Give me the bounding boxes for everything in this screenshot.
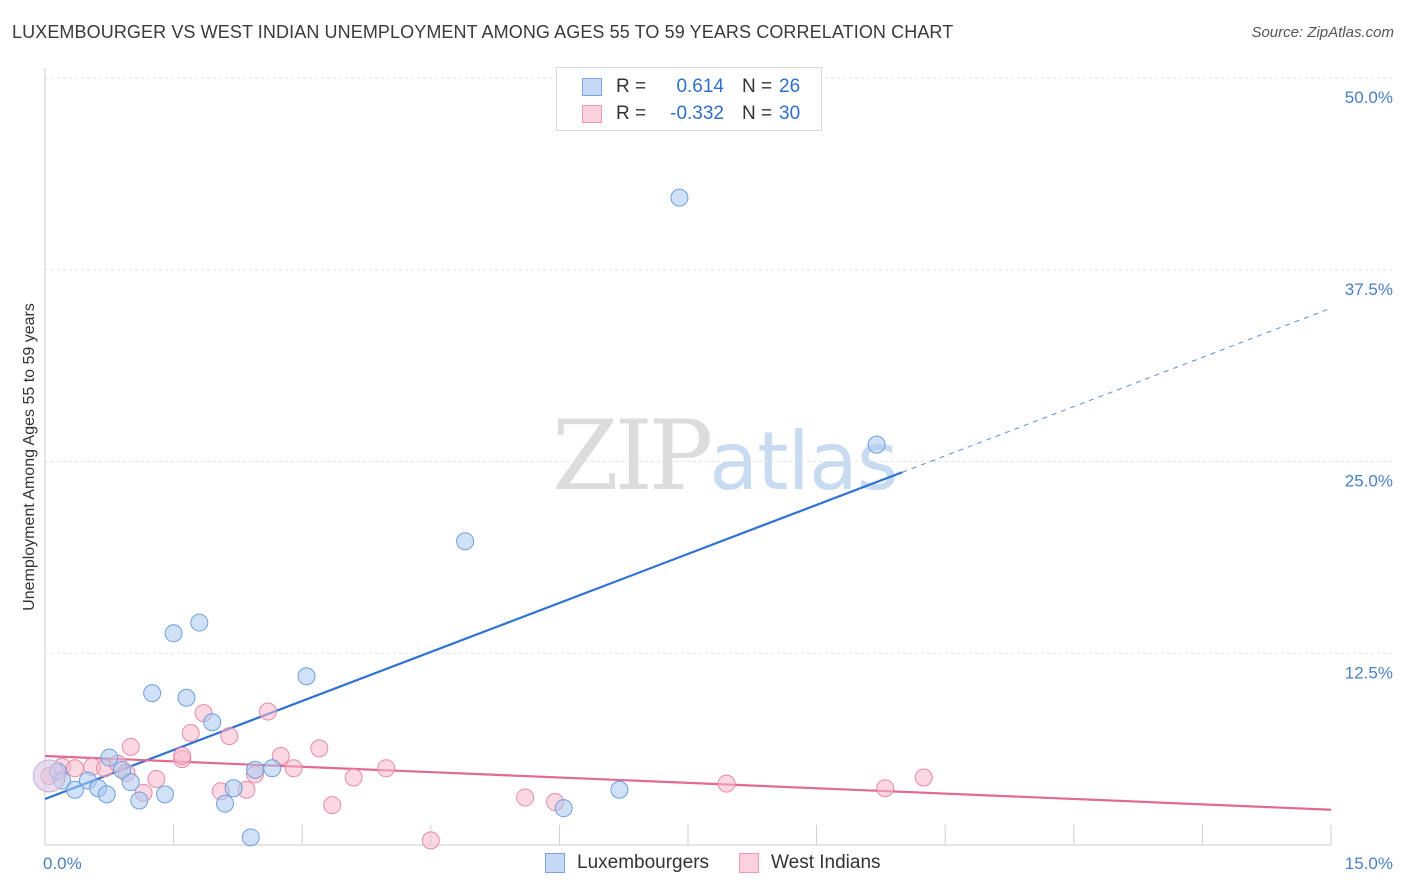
legend-r-value: -0.332 bbox=[670, 103, 724, 124]
legend-n-value: 30 bbox=[779, 103, 801, 124]
point-west-indians bbox=[914, 768, 933, 787]
stats-legend: R = 0.614 N = 26 R = -0.332 N = 30 bbox=[556, 67, 822, 131]
point-luxembourgers bbox=[100, 748, 119, 767]
data-points bbox=[32, 188, 933, 850]
point-luxembourgers bbox=[246, 760, 265, 779]
point-luxembourgers bbox=[241, 828, 260, 847]
watermark: ZIPatlas bbox=[552, 400, 899, 512]
point-luxembourgers bbox=[456, 532, 475, 551]
point-luxembourgers bbox=[156, 785, 175, 804]
point-west-indians bbox=[258, 702, 277, 721]
legend-label-luxembourgers: Luxembourgers bbox=[577, 852, 710, 873]
legend-swatch-pink bbox=[739, 853, 760, 873]
point-west-indians bbox=[344, 768, 363, 787]
point-west-indians bbox=[310, 739, 329, 758]
legend-swatch-blue bbox=[582, 78, 602, 96]
point-west-indians bbox=[147, 770, 166, 789]
point-west-indians bbox=[271, 747, 290, 766]
y-tick-label: 37.5% bbox=[1345, 280, 1393, 299]
legend-n-label: N = bbox=[742, 76, 773, 97]
point-west-indians bbox=[421, 831, 440, 850]
axes bbox=[44, 68, 1332, 846]
point-luxembourgers bbox=[121, 773, 140, 792]
source-label: Source: ZipAtlas.com bbox=[1251, 24, 1394, 41]
x-tick-label: 0.0% bbox=[43, 854, 82, 873]
point-west-indians bbox=[181, 724, 200, 743]
y-tick-label: 12.5% bbox=[1345, 663, 1393, 682]
y-tick-label: 50.0% bbox=[1345, 88, 1393, 107]
series-legend: Luxembourgers West Indians bbox=[545, 852, 911, 874]
point-luxembourgers bbox=[670, 188, 689, 207]
y-axis-label: Unemployment Among Ages 55 to 59 years bbox=[21, 303, 38, 611]
legend-r-label: R = bbox=[616, 76, 647, 97]
legend-n-label: N = bbox=[742, 103, 773, 124]
point-luxembourgers bbox=[177, 688, 196, 707]
point-luxembourgers bbox=[164, 624, 183, 643]
trend-line-luxembourgers bbox=[44, 471, 903, 801]
point-west-indians bbox=[323, 796, 342, 815]
point-luxembourgers bbox=[867, 435, 886, 454]
y-tick-label: 25.0% bbox=[1345, 472, 1393, 491]
point-luxembourgers bbox=[554, 799, 573, 818]
point-west-indians bbox=[516, 788, 535, 807]
trend-line-luxembourgers-extension bbox=[902, 307, 1332, 473]
point-luxembourgers bbox=[263, 759, 282, 778]
point-luxembourgers bbox=[203, 713, 222, 732]
legend-item-luxembourgers[interactable]: Luxembourgers bbox=[545, 852, 709, 874]
grid bbox=[45, 77, 1392, 654]
x-tick-label: 15.0% bbox=[1345, 854, 1393, 873]
legend-item-west-indians[interactable]: West Indians bbox=[739, 852, 881, 874]
point-west-indians bbox=[121, 737, 140, 756]
point-luxembourgers bbox=[610, 780, 629, 799]
point-west-indians bbox=[717, 774, 736, 793]
legend-swatch-pink bbox=[582, 105, 602, 123]
legend-n-value: 26 bbox=[779, 76, 801, 97]
tick-labels: 12.5% 25.0% 37.5% 50.0% 0.0% 15.0% Unemploymen… bbox=[21, 88, 1393, 873]
point-luxembourgers bbox=[297, 667, 316, 686]
point-west-indians bbox=[876, 779, 895, 798]
point-west-indians bbox=[173, 747, 192, 766]
point-luxembourgers bbox=[97, 785, 116, 804]
legend-swatch-blue bbox=[545, 853, 565, 873]
point-cluster bbox=[32, 759, 66, 793]
legend-label-west-indians: West Indians bbox=[771, 852, 881, 873]
point-luxembourgers bbox=[130, 791, 149, 810]
legend-r-label: R = bbox=[616, 103, 647, 124]
point-luxembourgers bbox=[143, 684, 162, 703]
point-west-indians bbox=[220, 727, 239, 746]
legend-row-luxembourgers: R = 0.614 N = 26 bbox=[557, 74, 800, 100]
point-luxembourgers bbox=[66, 780, 85, 799]
chart-title: LUXEMBOURGER VS WEST INDIAN UNEMPLOYMENT… bbox=[12, 22, 954, 42]
point-west-indians bbox=[284, 759, 303, 778]
point-west-indians bbox=[66, 759, 85, 778]
point-west-indians bbox=[377, 759, 396, 778]
legend-r-value: 0.614 bbox=[676, 76, 724, 97]
watermark-zip: ZIP bbox=[552, 400, 713, 512]
legend-row-west-indians: R = -0.332 N = 30 bbox=[557, 101, 800, 127]
point-luxembourgers bbox=[224, 779, 243, 798]
point-luxembourgers bbox=[190, 613, 209, 632]
point-luxembourgers bbox=[113, 760, 132, 779]
point-luxembourgers bbox=[216, 794, 235, 813]
